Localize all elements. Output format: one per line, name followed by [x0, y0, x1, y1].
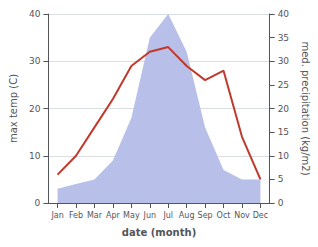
svg-text:May: May: [123, 211, 140, 220]
svg-text:0: 0: [278, 198, 284, 208]
svg-text:5: 5: [278, 174, 284, 184]
svg-text:Jul: Jul: [162, 211, 173, 220]
svg-text:Apr: Apr: [106, 211, 121, 220]
svg-text:10: 10: [29, 151, 41, 161]
svg-text:25: 25: [278, 80, 289, 90]
svg-text:date (month): date (month): [122, 227, 196, 238]
svg-text:Jan: Jan: [50, 211, 63, 220]
svg-text:Dec: Dec: [253, 211, 268, 220]
svg-text:15: 15: [278, 127, 289, 137]
svg-text:Aug: Aug: [179, 211, 195, 220]
svg-text:max temp (C): max temp (C): [8, 74, 19, 143]
svg-text:10: 10: [278, 151, 290, 161]
svg-text:0: 0: [35, 198, 41, 208]
svg-text:Mar: Mar: [87, 211, 103, 220]
svg-text:Nov: Nov: [234, 211, 250, 220]
svg-text:Feb: Feb: [69, 211, 83, 220]
svg-text:40: 40: [29, 9, 41, 19]
svg-text:20: 20: [29, 104, 41, 114]
svg-text:Sep: Sep: [198, 211, 213, 220]
svg-text:30: 30: [278, 56, 290, 66]
svg-text:30: 30: [29, 56, 41, 66]
svg-text:med. precipitation (kg/m2): med. precipitation (kg/m2): [300, 41, 311, 175]
svg-text:20: 20: [278, 104, 290, 114]
svg-text:35: 35: [278, 33, 289, 43]
svg-text:Oct: Oct: [217, 211, 231, 220]
svg-text:Jun: Jun: [143, 211, 157, 220]
svg-text:40: 40: [278, 9, 290, 19]
